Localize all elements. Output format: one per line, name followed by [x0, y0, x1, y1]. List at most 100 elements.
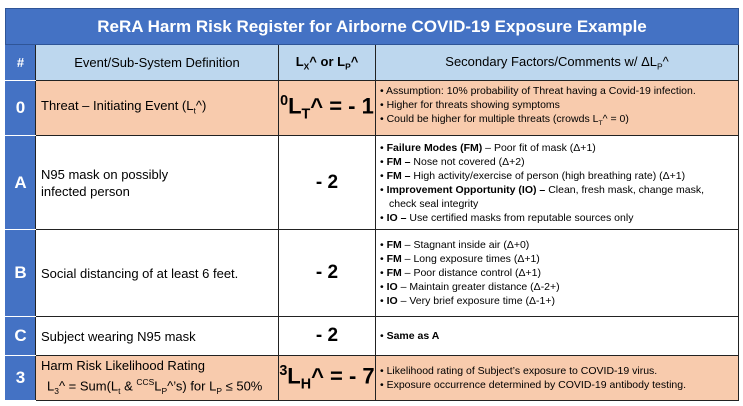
formula: L3^ = Sum(Lt & CCSLP^’s) for LP ≤ 50% [41, 374, 278, 400]
bullet: IO – Maintain greater distance (Δ-2+) [380, 280, 734, 294]
event-cell: Subject wearing N95 mask [35, 316, 279, 356]
bullet: Failure Modes (FM) – Poor fit of mask (Δ… [380, 141, 734, 155]
table-row: 0 Threat – Initiating Event (Lt^) 0LT^ =… [5, 80, 740, 136]
event-cell: Social distancing of at least 6 feet. [35, 229, 279, 317]
t: CCS [136, 376, 155, 387]
t: FM [386, 253, 402, 265]
likelihood-cell: - 2 [278, 135, 376, 230]
t: L [295, 53, 304, 69]
likelihood-cell: - 2 [278, 316, 376, 356]
t: L [47, 377, 55, 393]
t: Nose not covered (Δ+2) [410, 155, 525, 168]
t: – Long exposure times (Δ+1) [401, 253, 540, 265]
bullet: Likelihood rating of Subject’s exposure … [380, 364, 734, 378]
table-row: C Subject wearing N95 mask - 2 Same as A [5, 316, 740, 356]
comments-cell: Likelihood rating of Subject’s exposure … [374, 355, 740, 401]
t: P [345, 61, 351, 72]
t: 0 [280, 93, 289, 110]
event-cell: Threat – Initiating Event (Lt^) [35, 80, 279, 136]
t: L [154, 377, 162, 393]
bullet: FM – Stagnant inside air (Δ+0) [380, 238, 734, 252]
t: Secondary Factors/Comments w/ ΔL [445, 53, 657, 69]
t: H [300, 376, 312, 393]
t: Could be higher for multiple threats (cr… [386, 113, 599, 126]
row-id: C [5, 316, 36, 356]
t: X [303, 61, 310, 72]
bullet: Could be higher for multiple threats (cr… [380, 112, 734, 131]
header-num: # [5, 44, 36, 81]
t: t [193, 105, 196, 116]
likelihood-cell: 3LH^ = - 7 [278, 355, 376, 401]
t: Clean, fresh mask, change mask, check se… [389, 183, 705, 210]
t: Threat – Initiating Event (L [41, 97, 194, 113]
bullet: Higher for threats showing symptoms [380, 98, 734, 112]
bullet: Assumption: 10% probability of Threat ha… [380, 84, 734, 98]
header-comments: Secondary Factors/Comments w/ ΔLP^ [374, 44, 740, 81]
comments-cell: FM – Stagnant inside air (Δ+0) FM – Long… [374, 229, 740, 317]
t: L [287, 363, 301, 389]
t: Failure Modes (FM) [386, 141, 483, 154]
t: FM – [386, 155, 411, 168]
t: L [288, 93, 302, 119]
t: ^ = 0) [602, 113, 629, 126]
t: P [216, 385, 222, 396]
t: IO [386, 295, 398, 307]
t: ^ = Sum(L [58, 377, 119, 393]
comments-cell: Assumption: 10% probability of Threat ha… [374, 80, 740, 136]
bullet: FM – Nose not covered (Δ+2) [380, 155, 734, 169]
likelihood-cell: - 2 [278, 229, 376, 317]
t: T [301, 106, 311, 123]
t: Harm Risk Likelihood Rating [41, 357, 206, 373]
t: 3 [54, 385, 59, 396]
bullet: Exposure occurrence determined by COVID-… [380, 378, 734, 392]
comments-cell: Same as A [374, 316, 740, 356]
t: & [120, 377, 137, 393]
t: ^ = - 1 [310, 93, 374, 119]
t: FM – [386, 169, 411, 182]
t: – Stagnant inside air (Δ+0) [401, 239, 530, 251]
bullet: Same as A [380, 329, 734, 343]
t: ^ or L [309, 53, 346, 69]
t: P [161, 385, 168, 396]
comments-cell: Failure Modes (FM) – Poor fit of mask (Δ… [374, 135, 740, 230]
t: IO – [386, 211, 407, 224]
row-id: 3 [5, 355, 36, 401]
table-row: A N95 mask on possibly infected person -… [5, 135, 740, 230]
table-title: ReRA Harm Risk Register for Airborne COV… [4, 8, 740, 45]
t: FM [386, 267, 402, 279]
header-event: Event/Sub-System Definition [35, 44, 279, 81]
table-row: B Social distancing of at least 6 feet. … [5, 229, 740, 317]
bullet: FM – Long exposure times (Δ+1) [380, 252, 734, 266]
t: – Poor fit of mask (Δ+1) [482, 141, 596, 154]
t: ^) [195, 97, 207, 113]
t: 3 [279, 363, 288, 380]
row-id: B [5, 229, 36, 317]
t: Same as A [386, 330, 440, 342]
event-cell: Harm Risk Likelihood Rating L3^ = Sum(Lt … [35, 355, 279, 401]
t: Use certified masks from reputable sourc… [406, 211, 634, 224]
t: – Poor distance control (Δ+1) [401, 267, 541, 279]
bullet: Improvement Opportunity (IO) – Clean, fr… [380, 183, 734, 211]
event-cell: N95 mask on possibly infected person [35, 135, 279, 230]
t: ^ [350, 53, 359, 69]
t: T [598, 120, 603, 128]
row-id: A [5, 135, 36, 230]
header-likelihood: LX^ or LP^ [278, 44, 376, 81]
bullet: FM – High activity/exercise of person (h… [380, 169, 734, 183]
row-id: 0 [5, 80, 36, 136]
bullet: IO – Very brief exposure time (Δ-1+) [380, 294, 734, 308]
t: ^ [662, 53, 669, 69]
t: P [656, 61, 663, 72]
t: t [118, 385, 121, 396]
t: Improvement Opportunity (IO) – [386, 183, 546, 196]
t: – Maintain greater distance (Δ-2+) [397, 281, 560, 293]
bullet: FM – Poor distance control (Δ+1) [380, 266, 734, 280]
t: FM [386, 239, 402, 251]
t: ^’s) for L [167, 377, 217, 393]
t: ^ = - 7 [311, 363, 375, 389]
bullet: IO – Use certified masks from reputable … [380, 211, 734, 225]
table-row: 3 Harm Risk Likelihood Rating L3^ = Sum(L… [5, 355, 740, 401]
header-row: # Event/Sub-System Definition LX^ or LP^… [5, 44, 740, 81]
t: – Very brief exposure time (Δ-1+) [397, 295, 555, 307]
t: High activity/exercise of person (high b… [410, 169, 686, 182]
